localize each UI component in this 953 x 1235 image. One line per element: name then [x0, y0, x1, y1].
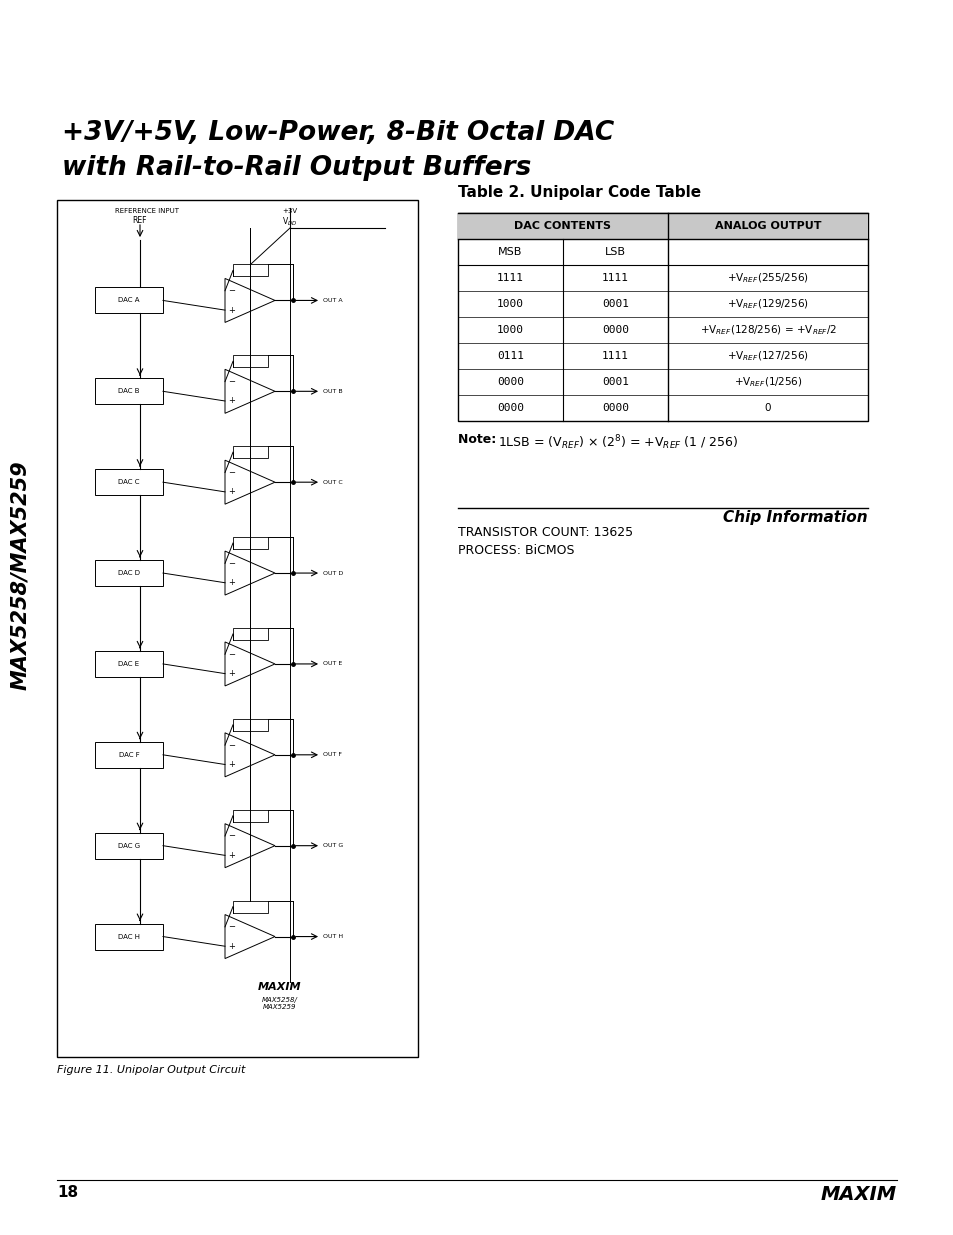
- Text: REF: REF: [132, 216, 147, 225]
- Text: OUT A: OUT A: [323, 298, 342, 303]
- Bar: [233, 627, 268, 640]
- Text: +V$_{REF}$(129/256): +V$_{REF}$(129/256): [726, 298, 808, 311]
- Text: TRANSISTOR COUNT: 13625: TRANSISTOR COUNT: 13625: [457, 526, 633, 538]
- Text: DAC G: DAC G: [118, 842, 140, 848]
- Text: OUT D: OUT D: [323, 571, 343, 576]
- Text: DAC F: DAC F: [118, 752, 139, 758]
- Polygon shape: [225, 369, 274, 414]
- Bar: [457, 212, 867, 421]
- Bar: [233, 719, 268, 731]
- Text: REFERENCE INPUT: REFERENCE INPUT: [115, 207, 179, 214]
- Text: −: −: [229, 741, 235, 750]
- Text: OUT H: OUT H: [323, 934, 343, 939]
- Text: DAC D: DAC D: [118, 571, 140, 576]
- Polygon shape: [225, 461, 274, 504]
- Text: +: +: [229, 669, 235, 678]
- Text: with Rail-to-Rail Output Buffers: with Rail-to-Rail Output Buffers: [62, 156, 531, 182]
- Text: 0001: 0001: [601, 299, 628, 309]
- Text: DAC H: DAC H: [118, 934, 140, 940]
- Bar: [57, 200, 417, 1057]
- Polygon shape: [225, 551, 274, 595]
- Text: 1111: 1111: [497, 273, 523, 283]
- Text: +: +: [229, 851, 235, 860]
- Text: DAC CONTENTS: DAC CONTENTS: [514, 221, 611, 231]
- Text: 0: 0: [764, 403, 770, 412]
- Text: DAC B: DAC B: [118, 388, 139, 394]
- Polygon shape: [225, 824, 274, 868]
- Text: DAC A: DAC A: [118, 298, 139, 304]
- Text: +V$_{REF}$(128/256) = +V$_{REF}$/2: +V$_{REF}$(128/256) = +V$_{REF}$/2: [699, 324, 836, 337]
- Bar: [233, 446, 268, 458]
- Polygon shape: [225, 732, 274, 777]
- Polygon shape: [225, 642, 274, 685]
- Text: 1111: 1111: [601, 351, 628, 361]
- Bar: [233, 356, 268, 367]
- Text: −: −: [229, 831, 235, 841]
- Text: OUT E: OUT E: [323, 662, 342, 667]
- Text: PROCESS: BiCMOS: PROCESS: BiCMOS: [457, 543, 574, 557]
- Text: OUT C: OUT C: [323, 479, 342, 484]
- Bar: [233, 900, 268, 913]
- Text: MAX5258/MAX5259: MAX5258/MAX5259: [10, 461, 30, 690]
- Text: OUT B: OUT B: [323, 389, 342, 394]
- Bar: [95, 832, 163, 858]
- Text: +: +: [229, 578, 235, 588]
- Bar: [95, 559, 163, 587]
- Text: −: −: [229, 377, 235, 387]
- Polygon shape: [225, 915, 274, 958]
- Text: +: +: [229, 396, 235, 405]
- Text: 0001: 0001: [601, 377, 628, 387]
- Text: V$_{DD}$: V$_{DD}$: [282, 216, 297, 228]
- Text: 0000: 0000: [601, 403, 628, 412]
- Text: 0000: 0000: [601, 325, 628, 335]
- Text: +V$_{REF}$(127/256): +V$_{REF}$(127/256): [726, 350, 808, 363]
- Bar: [95, 924, 163, 950]
- Bar: [95, 378, 163, 404]
- Text: LSB: LSB: [604, 247, 625, 257]
- Bar: [95, 469, 163, 495]
- Text: 1000: 1000: [497, 325, 523, 335]
- Text: OUT F: OUT F: [323, 752, 341, 757]
- Text: 1LSB = (V$_{REF}$) × (2$^{8}$) = +V$_{REF}$ (1 / 256): 1LSB = (V$_{REF}$) × (2$^{8}$) = +V$_{RE…: [497, 433, 738, 452]
- Text: 0111: 0111: [497, 351, 523, 361]
- Bar: [457, 212, 867, 240]
- Text: 18: 18: [57, 1186, 78, 1200]
- Text: −: −: [229, 923, 235, 931]
- Text: +V$_{REF}$(255/256): +V$_{REF}$(255/256): [726, 272, 808, 285]
- Text: −: −: [229, 468, 235, 477]
- Text: −: −: [229, 559, 235, 568]
- Text: OUT G: OUT G: [323, 844, 343, 848]
- Text: 1111: 1111: [601, 273, 628, 283]
- Text: −: −: [229, 650, 235, 658]
- Text: 1000: 1000: [497, 299, 523, 309]
- Text: +: +: [229, 942, 235, 951]
- Bar: [95, 651, 163, 677]
- Bar: [233, 537, 268, 550]
- Text: +3V/+5V, Low-Power, 8-Bit Octal DAC: +3V/+5V, Low-Power, 8-Bit Octal DAC: [62, 120, 614, 146]
- Text: 0000: 0000: [497, 403, 523, 412]
- Text: 0000: 0000: [497, 377, 523, 387]
- Text: Figure 11. Unipolar Output Circuit: Figure 11. Unipolar Output Circuit: [57, 1065, 245, 1074]
- Text: +3V: +3V: [282, 207, 297, 214]
- Bar: [233, 810, 268, 821]
- Bar: [233, 264, 268, 277]
- Text: +: +: [229, 760, 235, 769]
- Text: DAC E: DAC E: [118, 661, 139, 667]
- Polygon shape: [225, 278, 274, 322]
- Text: MAXIM: MAXIM: [820, 1186, 896, 1204]
- Text: DAC C: DAC C: [118, 479, 139, 485]
- Text: Chip Information: Chip Information: [722, 510, 867, 525]
- Text: MAX5258/
MAX5259: MAX5258/ MAX5259: [262, 997, 297, 1010]
- Bar: [95, 742, 163, 768]
- Bar: [95, 288, 163, 314]
- Text: MAXIM: MAXIM: [258, 982, 301, 992]
- Text: ANALOG OUTPUT: ANALOG OUTPUT: [714, 221, 821, 231]
- Text: MSB: MSB: [497, 247, 522, 257]
- Text: −: −: [229, 287, 235, 295]
- Text: +: +: [229, 488, 235, 496]
- Text: Table 2. Unipolar Code Table: Table 2. Unipolar Code Table: [457, 185, 700, 200]
- Text: Note:: Note:: [457, 433, 500, 446]
- Text: +V$_{REF}$(1/256): +V$_{REF}$(1/256): [733, 375, 801, 389]
- Text: +: +: [229, 305, 235, 315]
